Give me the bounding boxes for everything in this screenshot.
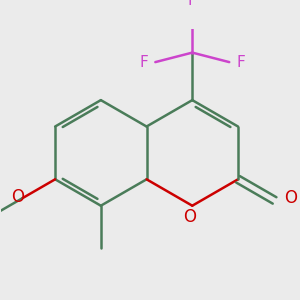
Text: O: O <box>183 208 196 226</box>
Text: F: F <box>139 55 148 70</box>
Text: O: O <box>284 189 297 207</box>
Text: F: F <box>188 0 197 8</box>
Text: F: F <box>237 55 245 70</box>
Text: O: O <box>11 188 25 206</box>
